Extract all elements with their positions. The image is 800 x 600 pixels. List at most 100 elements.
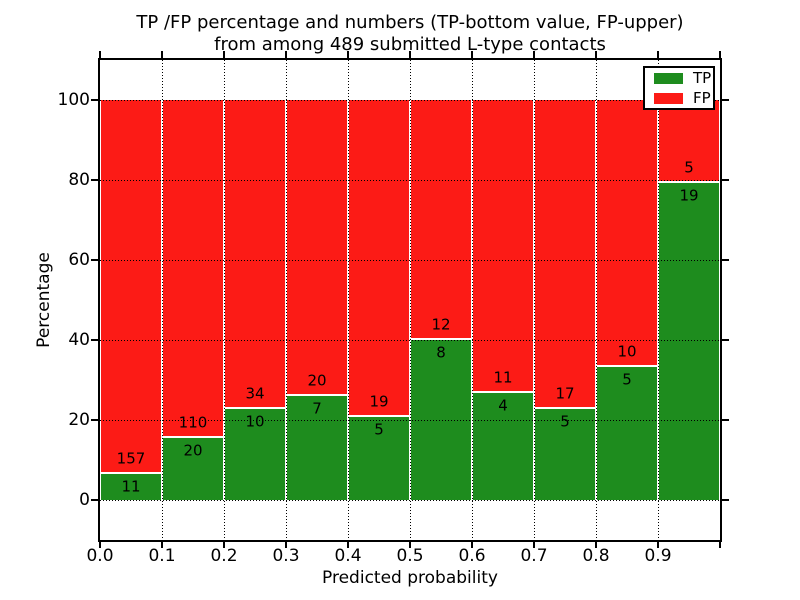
- x-tick-top: [223, 51, 225, 58]
- tp-count-label: 7: [312, 399, 322, 418]
- fp-bar: [163, 100, 223, 437]
- y-tick-right: [722, 259, 729, 261]
- x-tick-label: 0.5: [396, 546, 424, 566]
- y-tick-left: [91, 419, 98, 421]
- h-gridline: [100, 180, 720, 181]
- h-gridline: [100, 100, 720, 101]
- tp-count-label: 4: [498, 396, 508, 415]
- legend-label: TP: [693, 69, 712, 87]
- tp-bar: [597, 366, 657, 500]
- fp-count-label: 17: [555, 384, 575, 403]
- x-tick-label: 0.4: [334, 546, 362, 566]
- y-tick-label: 80: [68, 170, 90, 190]
- y-tick-label: 100: [57, 90, 90, 110]
- y-tick-left: [91, 99, 98, 101]
- fp-count-label: 11: [493, 368, 513, 387]
- x-tick-bottom: [409, 541, 411, 548]
- legend-swatch-fp-icon: [654, 92, 683, 104]
- x-tick-label: 0.8: [582, 546, 610, 566]
- fp-count-label: 20: [307, 371, 327, 390]
- x-tick-label: 0.2: [210, 546, 238, 566]
- fp-bar: [411, 100, 471, 338]
- x-tick-label: 0.6: [458, 546, 486, 566]
- legend-label: FP: [693, 89, 711, 107]
- tp-bar: [349, 416, 409, 500]
- y-tick-right: [722, 419, 729, 421]
- x-tick-label: 0.1: [148, 546, 176, 566]
- x-tick-top: [99, 51, 101, 58]
- v-gridline: [658, 60, 659, 540]
- chart-title-line2: from among 489 submitted L-type contacts: [214, 34, 606, 55]
- tp-bar: [225, 409, 285, 500]
- x-tick-bottom: [285, 541, 287, 548]
- tp-bar: [473, 393, 533, 500]
- x-tick-top: [657, 51, 659, 58]
- tp-count-label: 11: [121, 477, 141, 496]
- y-tick-label: 0: [79, 490, 90, 510]
- fp-bar: [225, 100, 285, 408]
- y-tick-right: [722, 99, 729, 101]
- fp-count-label: 157: [116, 449, 146, 468]
- v-gridline: [596, 60, 597, 540]
- tp-count-label: 5: [560, 412, 570, 431]
- y-tick-left: [91, 179, 98, 181]
- tp-count-label: 8: [436, 343, 446, 362]
- fp-bar: [287, 100, 347, 395]
- tp-count-label: 5: [374, 420, 384, 439]
- y-tick-label: 60: [68, 250, 90, 270]
- x-tick-bottom: [223, 541, 225, 548]
- x-tick-top: [161, 51, 163, 58]
- fp-bar: [597, 100, 657, 365]
- tp-bar: [659, 183, 719, 500]
- fp-count-label: 10: [617, 342, 637, 361]
- tp-bar: [287, 396, 347, 500]
- chart-title: TP /FP percentage and numbers (TP-bottom…: [100, 12, 720, 56]
- y-tick-left: [91, 499, 98, 501]
- y-tick-left: [91, 259, 98, 261]
- h-gridline: [100, 340, 720, 341]
- v-gridline: [348, 60, 349, 540]
- y-tick-label: 40: [68, 330, 90, 350]
- fp-count-label: 19: [369, 392, 389, 411]
- x-tick-bottom: [347, 541, 349, 548]
- tp-bar: [101, 473, 161, 500]
- fp-bar: [659, 100, 719, 182]
- tp-count-label: 20: [183, 441, 203, 460]
- x-tick-bottom: [161, 541, 163, 548]
- v-gridline: [534, 60, 535, 540]
- legend-entry-tp: TP: [645, 70, 713, 86]
- x-tick-label: 0.9: [644, 546, 672, 566]
- x-tick-top: [719, 51, 721, 58]
- x-axis-label: Predicted probability: [322, 568, 498, 588]
- x-tick-label: 0.7: [520, 546, 548, 566]
- h-gridline: [100, 260, 720, 261]
- x-tick-label: 0.0: [86, 546, 114, 566]
- h-gridline: [100, 420, 720, 421]
- h-gridline: [100, 500, 720, 501]
- x-tick-bottom: [99, 541, 101, 548]
- fp-count-label: 12: [431, 315, 451, 334]
- legend-swatch-tp-icon: [654, 72, 683, 84]
- x-tick-bottom: [595, 541, 597, 548]
- v-gridline: [224, 60, 225, 540]
- x-tick-bottom: [533, 541, 535, 548]
- tp-bar: [163, 438, 223, 500]
- x-tick-bottom: [471, 541, 473, 548]
- chart-title-line1: TP /FP percentage and numbers (TP-bottom…: [136, 12, 684, 33]
- fp-bar: [101, 100, 161, 472]
- fp-bar: [349, 100, 409, 415]
- tp-count-label: 19: [679, 186, 699, 205]
- y-tick-right: [722, 499, 729, 501]
- x-tick-top: [595, 51, 597, 58]
- tp-bar: [535, 409, 595, 500]
- y-tick-right: [722, 179, 729, 181]
- fp-count-label: 110: [178, 413, 208, 432]
- fp-bar: [473, 100, 533, 392]
- x-tick-top: [347, 51, 349, 58]
- legend: TP FP: [643, 66, 715, 110]
- v-gridline: [410, 60, 411, 540]
- tp-count-label: 10: [245, 412, 265, 431]
- tp-count-label: 5: [622, 370, 632, 389]
- x-tick-bottom: [719, 541, 721, 548]
